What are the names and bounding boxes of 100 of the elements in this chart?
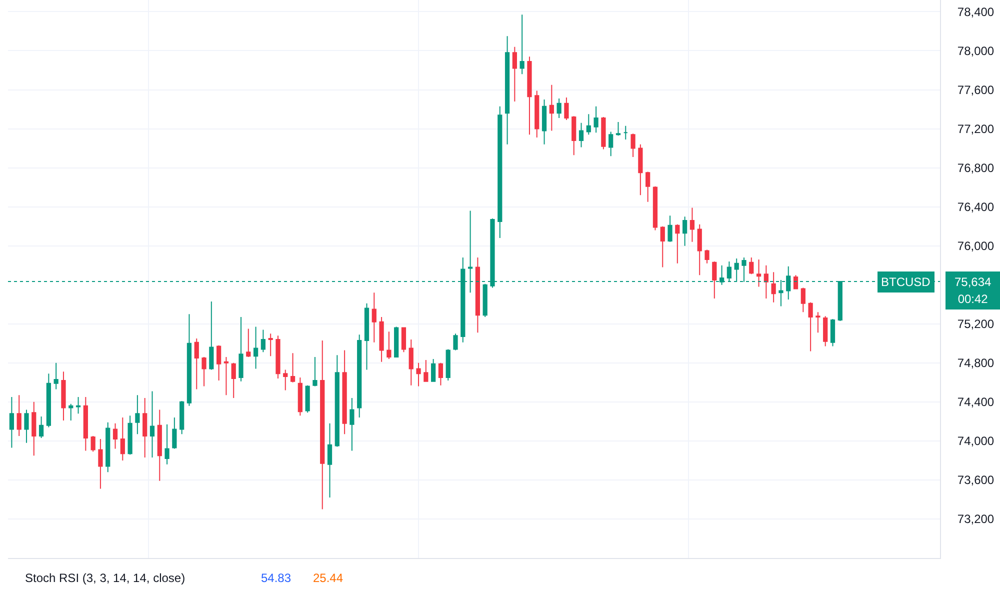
candlestick: [276, 335, 280, 379]
candlestick: [142, 398, 148, 458]
candlestick: [646, 171, 650, 202]
candlestick: [76, 396, 81, 414]
candlestick: [90, 436, 96, 452]
candlestick: [394, 326, 399, 358]
candlestick: [623, 125, 628, 140]
candlestick: [379, 316, 384, 362]
candlestick: [16, 394, 22, 437]
candlestick: [704, 249, 710, 264]
candlestick: [682, 216, 688, 246]
candlestick: [527, 56, 532, 136]
candlestick: [172, 417, 177, 450]
candlestick: [638, 144, 643, 196]
candlestick: [68, 403, 74, 421]
candlestick: [660, 226, 665, 268]
y-tick-label: 76,000: [957, 239, 994, 254]
candlestick: [793, 274, 798, 290]
candlestick: [46, 373, 51, 428]
y-tick-label: 78,000: [957, 44, 994, 58]
candlestick: [668, 215, 672, 242]
candlestick: [194, 338, 199, 390]
candlestick: [112, 422, 118, 450]
candlestick: [431, 358, 436, 382]
candlestick: [268, 333, 273, 357]
candlestick: [438, 362, 444, 386]
candlestick: [652, 186, 658, 231]
text: 25.44: [313, 571, 344, 585]
candlestick: [564, 97, 569, 120]
candlestick: [128, 415, 132, 456]
candlestick: [98, 438, 103, 490]
candlestick: [246, 328, 251, 358]
candlestick: [260, 329, 266, 353]
ref-line-label: BTCUSD: [881, 275, 931, 289]
y-tick-label: 73,600: [957, 473, 994, 488]
candlestick: [401, 327, 406, 353]
candlestick: [424, 359, 428, 382]
candlestick: [216, 344, 222, 381]
candlestick: [283, 369, 288, 391]
candlestick: [594, 106, 598, 134]
y-tick-label: 77,200: [957, 122, 994, 136]
candlestick: [253, 326, 258, 370]
candlestick: [542, 99, 547, 145]
candlestick: [586, 114, 591, 136]
candlestick: [386, 331, 392, 360]
candlestick: [231, 362, 236, 399]
candlestick: [290, 352, 296, 383]
candlestick: [327, 422, 332, 498]
candlestick: [608, 131, 614, 157]
candlestick: [690, 207, 695, 242]
candlestick: [364, 302, 370, 370]
text: 00:42: [958, 292, 988, 306]
candlestick: [712, 260, 717, 300]
candlestick: [83, 396, 88, 452]
y-tick-label: 76,800: [957, 160, 994, 175]
y-tick-label: 78,400: [957, 4, 994, 19]
candlestick: [120, 417, 125, 461]
candlestick: [572, 116, 576, 156]
candlestick: [616, 121, 621, 136]
candlestick: [202, 356, 206, 387]
candlestick: [453, 333, 458, 351]
candlestick: [24, 409, 29, 444]
candlestick: [771, 272, 776, 303]
candlestick: [32, 401, 36, 456]
candlestick: [164, 424, 170, 465]
y-tick-label: 75,200: [957, 317, 994, 332]
candlestick: [512, 46, 517, 102]
y-tick-label: 76,400: [957, 200, 994, 214]
candlestick: [534, 90, 540, 138]
candlestick: [498, 106, 502, 239]
candlestick: [150, 390, 155, 458]
candlestick: [157, 409, 162, 482]
y-tick-label: 73,200: [957, 512, 994, 526]
y-tick-label: 77,600: [957, 82, 994, 97]
candlestick: [106, 422, 110, 473]
candlestick: [601, 116, 606, 150]
candlestick: [549, 84, 554, 132]
candlestick: [135, 394, 140, 435]
candlestick: [54, 362, 58, 390]
candlestick: [416, 362, 421, 387]
candlestick: [830, 318, 836, 347]
candlestick: [38, 416, 44, 439]
candlestick: [823, 316, 828, 347]
candlestick: [180, 400, 184, 435]
candlestick: [312, 356, 318, 387]
candlestick: [408, 338, 414, 386]
candlestick: [756, 258, 762, 288]
y-tick-label: 74,800: [957, 356, 994, 370]
candlestick: [9, 396, 14, 448]
candlestick: [350, 398, 354, 452]
candlestick: [630, 133, 636, 158]
candlestick: [504, 36, 510, 145]
candlestick: [224, 356, 229, 396]
candlestick: [482, 283, 488, 318]
text: 54.83: [261, 571, 292, 585]
y-tick-label: 74,400: [957, 395, 994, 410]
candlestick: [320, 340, 325, 510]
text: 75,634: [954, 275, 992, 289]
candlestick: [749, 257, 754, 275]
candlestick: [697, 224, 702, 276]
